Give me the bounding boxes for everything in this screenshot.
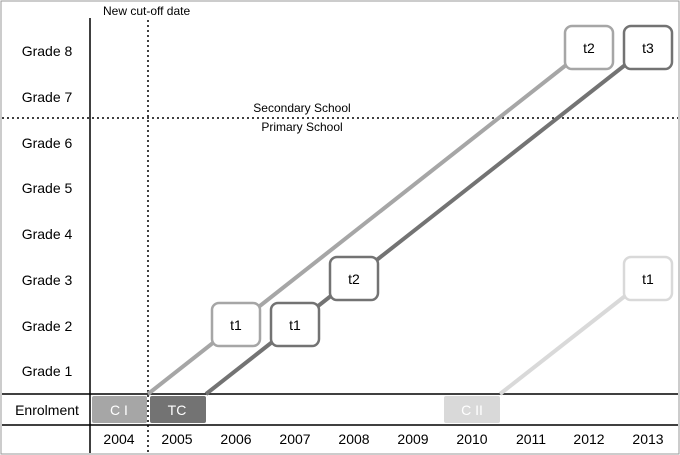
cohort-cii-line (498, 276, 650, 396)
year-label-2006: 2006 (220, 431, 251, 447)
grade-label-8: Grade 8 (22, 43, 73, 59)
enrolment-box-tc: TC (150, 396, 206, 423)
year-label-2009: 2009 (397, 431, 428, 447)
tc-t1-box: t1 (269, 301, 321, 348)
primary-school-label: Primary School (261, 120, 342, 134)
secondary-school-label: Secondary School (253, 101, 350, 115)
tc-t1-label: t1 (289, 317, 301, 333)
tc-t3-label: t3 (642, 40, 654, 56)
year-label-2010: 2010 (456, 431, 487, 447)
enrolment-box-ci-label: C I (110, 402, 128, 418)
ci-t2-label: t2 (583, 40, 595, 56)
enrolment-box-tc-label: TC (168, 402, 187, 418)
ci-t1-box: t1 (210, 301, 262, 348)
grade-label-3: Grade 3 (22, 272, 73, 288)
ci-t2-box: t2 (563, 24, 615, 71)
cii-t1-label: t1 (642, 271, 654, 287)
grade-label-2: Grade 2 (22, 318, 73, 334)
year-label-2011: 2011 (516, 431, 546, 447)
cii-t1-box: t1 (622, 255, 674, 302)
enrolment-box-ci: C I (92, 396, 147, 423)
tc-t3-box: t3 (622, 24, 674, 71)
year-label-2005: 2005 (161, 431, 192, 447)
enrolment-box-cii: C II (444, 396, 500, 423)
grade-label-5: Grade 5 (22, 180, 73, 196)
enrolment-box-cii-label: C II (461, 402, 483, 418)
tc-t2-box: t2 (328, 255, 380, 302)
year-label-2008: 2008 (338, 431, 369, 447)
grade-label-1: Grade 1 (22, 363, 73, 379)
year-label-2004: 2004 (103, 431, 134, 447)
grade-label-4: Grade 4 (22, 226, 73, 242)
grade-label-6: Grade 6 (22, 135, 73, 151)
cutoff-label: New cut-off date (103, 4, 190, 18)
grade-label-7: Grade 7 (22, 89, 73, 105)
tc-t2-label: t2 (348, 271, 360, 287)
year-label-2007: 2007 (279, 431, 310, 447)
enrolment-label: Enrolment (15, 402, 79, 418)
ci-t1-label: t1 (230, 317, 242, 333)
year-label-2013: 2013 (632, 431, 663, 447)
year-label-2012: 2012 (573, 431, 604, 447)
